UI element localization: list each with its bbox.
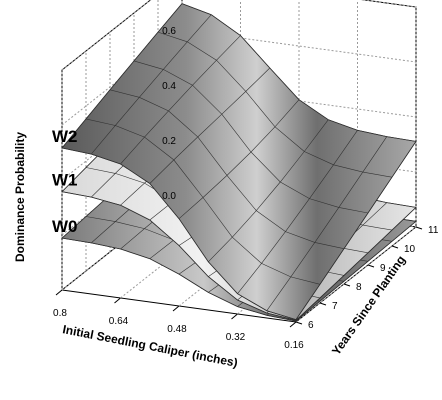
surface-mesh-line xyxy=(295,207,417,321)
surface-mesh-line xyxy=(178,99,300,219)
x-tick-label: 0.48 xyxy=(167,324,187,335)
surface-mesh-line xyxy=(295,221,417,322)
y-tick-mark xyxy=(415,226,423,230)
surface-mesh-line xyxy=(237,130,358,294)
x-tick-label: 0.64 xyxy=(109,316,129,327)
surface-mesh-line xyxy=(149,67,271,184)
y-tick-label: 10 xyxy=(404,244,416,255)
series-label-w0: W0 xyxy=(52,217,78,236)
x-tick-mark xyxy=(114,297,121,304)
z-tick-label: 0.2 xyxy=(162,136,176,147)
x-tick-mark xyxy=(231,313,238,320)
series-label-w1: W1 xyxy=(52,171,78,190)
y-tick-label: 9 xyxy=(380,263,386,274)
x-tick-label: 0.8 xyxy=(53,308,67,319)
y-tick-label: 8 xyxy=(356,282,362,293)
x-tick-mark xyxy=(55,289,63,296)
surfaces: W0 W1 W2 xyxy=(52,3,417,322)
y-tick-mark xyxy=(319,302,327,306)
y-tick-label: 6 xyxy=(308,320,314,331)
series-label-w2: W2 xyxy=(52,127,78,146)
y-tick-mark xyxy=(391,245,399,249)
surface-mesh-line xyxy=(120,35,241,165)
surface-mesh-line xyxy=(295,141,417,320)
x-tick-mark xyxy=(289,321,297,328)
z-tick-label: 0.6 xyxy=(162,26,176,37)
x-axis-label: Initial Seedling Caliper (inches) xyxy=(61,322,238,370)
y-tick-mark xyxy=(295,321,303,325)
y-tick-label: 11 xyxy=(428,225,439,236)
y-tick-mark xyxy=(343,283,351,287)
surface-mesh-line xyxy=(91,14,212,155)
x-tick-label: 0.16 xyxy=(284,340,304,351)
x-tick-mark xyxy=(172,305,180,312)
tick-labels: 0.00.20.40.60.80.80.640.480.320.16678910… xyxy=(53,26,439,351)
z-axis-label: Dominance Probability xyxy=(13,132,27,262)
surface-mesh-line xyxy=(266,136,388,311)
surface-w2: W2 xyxy=(52,3,417,321)
x-tick-label: 0.32 xyxy=(226,332,246,343)
z-tick-label: 0.4 xyxy=(162,81,176,92)
y-tick-mark xyxy=(367,264,375,268)
surface-mesh-line xyxy=(208,119,329,263)
z-tick-label: 0.0 xyxy=(162,191,176,202)
surface-mesh-line xyxy=(61,3,183,149)
y-tick-label: 7 xyxy=(332,301,338,312)
